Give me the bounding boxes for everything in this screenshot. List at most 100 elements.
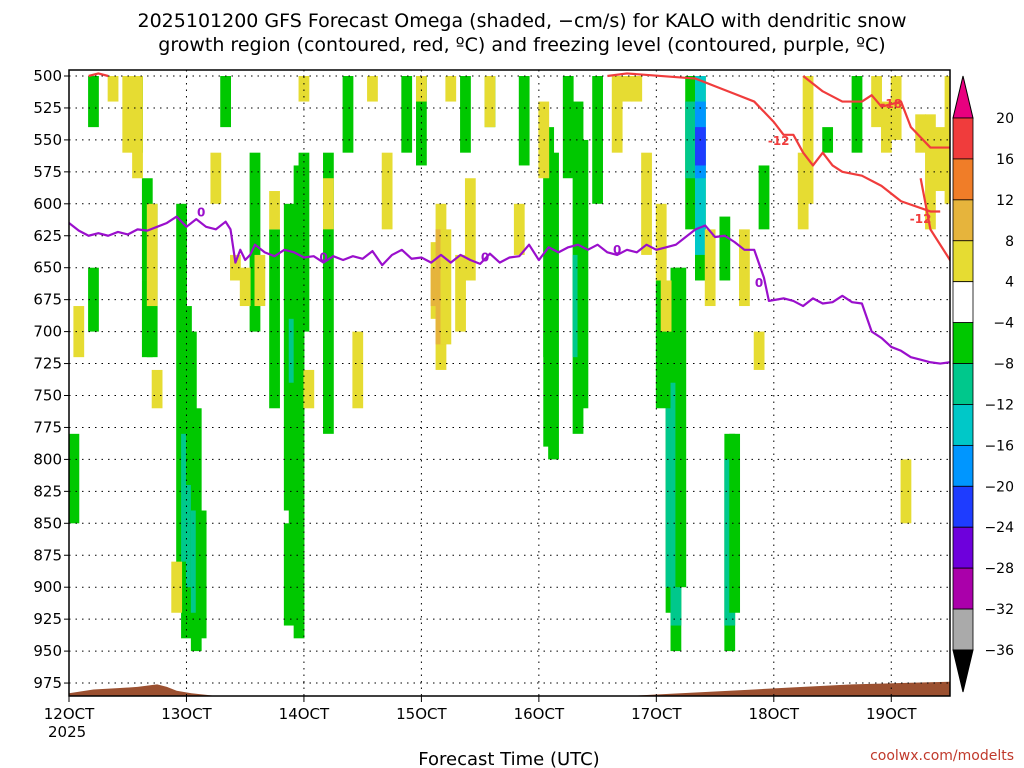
colorbar-bottom-cap (952, 649, 974, 693)
omega-shading (69, 76, 1009, 652)
omega-cell (352, 331, 364, 409)
omega-cell (753, 331, 765, 370)
y-tick-label: 675 (33, 291, 62, 309)
x-tick-label: 14OCT (279, 705, 330, 723)
omega-cell (249, 152, 261, 332)
x-tick-label: 12OCT (44, 705, 95, 723)
omega-cell (440, 229, 452, 345)
y-tick-label: 950 (33, 642, 62, 660)
omega-cell (239, 267, 251, 307)
y-tick-label: 575 (33, 163, 62, 181)
colorbar-label: 12 (996, 193, 1014, 209)
colorbar-swatch (952, 281, 974, 324)
omega-cell (974, 102, 985, 153)
y-tick-label: 925 (33, 610, 62, 628)
omega-cell (890, 76, 902, 140)
omega-cell (660, 280, 672, 332)
colorbar-label: 20 (996, 111, 1014, 127)
y-tick-label: 500 (33, 67, 62, 85)
omega-cell (577, 139, 589, 409)
omega-cell (122, 76, 134, 153)
y-tick-label: 625 (33, 227, 62, 245)
omega-cell (342, 76, 354, 153)
omega-cell (416, 76, 427, 166)
colorbar-swatch (952, 117, 974, 160)
x-tick-label: 19OCT (866, 705, 917, 723)
omega-cell (132, 76, 143, 179)
omega-cell (416, 76, 427, 102)
credit-link[interactable]: coolwx.com/modelts (870, 748, 1014, 764)
omega-cell (195, 510, 207, 639)
colorbar-label: −20 (984, 479, 1014, 495)
omega-cell (455, 254, 466, 332)
y-tick-label: 900 (33, 578, 62, 596)
y-tick-label: 750 (33, 387, 62, 405)
omega-cell (146, 203, 158, 307)
colorbar-label: −28 (984, 561, 1014, 577)
x-tick-label: 13OCT (161, 705, 212, 723)
colorbar-swatch (952, 567, 974, 610)
colorbar-swatch (952, 526, 974, 569)
dgz-contour-line (88, 72, 109, 78)
grid (68, 70, 950, 696)
omega-cell (460, 76, 471, 153)
freezing-level-line (69, 215, 950, 365)
omega-cell (900, 459, 912, 524)
contour-label: 0 (975, 368, 983, 382)
omega-cell (293, 165, 305, 639)
omega-cell (323, 178, 334, 230)
pressure-axis: 500 525 550 575 600 625 650 675 700 725 750 775 800 8… (33, 67, 69, 692)
colorbar-swatch (952, 404, 974, 446)
omega-cell (151, 369, 163, 409)
colorbar-swatch (952, 444, 974, 487)
omega-cell (611, 76, 623, 153)
omega-cell (729, 433, 741, 613)
y-tick-label: 875 (33, 546, 62, 564)
colorbar-label: 16 (996, 152, 1014, 168)
omega-cell (548, 152, 559, 460)
x-axis-title: Forecast Time (UTC) (418, 749, 599, 768)
omega-cell (210, 152, 222, 204)
contour-label: -12 (768, 134, 790, 148)
colorbar-label: 8 (1005, 234, 1014, 250)
year-label: 2025 (48, 723, 86, 741)
omega-cell (269, 191, 280, 230)
omega-cell (562, 76, 574, 179)
x-tick-label: 17OCT (631, 705, 682, 723)
omega-cell (69, 433, 80, 524)
contour-label: 0 (481, 250, 489, 264)
colorbar-swatch (952, 322, 974, 364)
chart-title-line2: growth region (contoured, red, ºC) and f… (158, 34, 885, 56)
omega-cell (822, 127, 834, 153)
y-tick-label: 650 (33, 259, 62, 277)
omega-cell (998, 76, 1009, 191)
colorbar-swatch (952, 240, 974, 283)
omega-cell (984, 76, 995, 178)
omega-cell (694, 127, 706, 166)
colorbar-label: −16 (984, 438, 1014, 454)
dgz-contour-line (919, 178, 950, 263)
colorbar-label: 4 (1005, 275, 1014, 291)
omega-cell (107, 76, 119, 102)
contour-label: 0 (613, 243, 621, 257)
omega-cell (303, 369, 315, 409)
y-tick-label: 825 (33, 482, 62, 500)
omega-cell (655, 280, 667, 409)
y-tick-label: 775 (33, 418, 62, 436)
y-tick-label: 725 (33, 355, 62, 373)
omega-cell (704, 229, 716, 307)
omega-cell (323, 152, 334, 434)
y-tick-label: 975 (33, 674, 62, 692)
omega-cell (269, 229, 280, 409)
dgz-contour-line (802, 75, 950, 149)
contour-label: 0 (319, 250, 327, 264)
omega-cell (88, 76, 99, 128)
colorbar-swatch (952, 158, 974, 201)
contours: 0 0 0 0 0 0 -12 -12 -18 (69, 72, 983, 382)
omega-cell (518, 76, 530, 166)
y-tick-label: 550 (33, 131, 62, 149)
colorbar-swatch (952, 363, 974, 405)
colorbar-label: −24 (984, 520, 1014, 536)
y-tick-label: 800 (33, 450, 62, 468)
